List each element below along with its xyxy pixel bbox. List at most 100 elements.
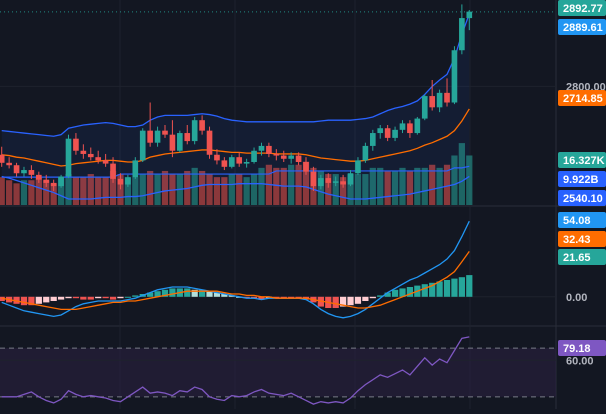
- macd-histogram-bar: [443, 280, 451, 297]
- volume-bar: [340, 177, 347, 205]
- candle-body: [228, 157, 235, 167]
- candle-body: [399, 123, 406, 130]
- macd-histogram-bar: [184, 288, 191, 297]
- macd-histogram-bar: [147, 292, 154, 297]
- macd-histogram-bar: [258, 296, 265, 300]
- candle-body: [36, 174, 42, 180]
- volume-bar: [109, 170, 117, 205]
- macd-histogram-bar: [280, 296, 287, 299]
- volume-bar: [221, 177, 228, 205]
- macd-histogram-bar: [391, 289, 399, 297]
- volume-bar: [13, 183, 20, 205]
- volume-bar: [198, 170, 206, 205]
- macd-histogram-bar: [124, 296, 131, 298]
- macd-histogram-bar: [87, 296, 94, 300]
- candle-body: [236, 157, 243, 164]
- macd-histogram-bar: [28, 296, 35, 306]
- volume-bar: [161, 170, 169, 205]
- last-price-badge: 2892.77: [563, 3, 603, 15]
- macd-signal-line: [1, 251, 470, 311]
- volume-bar: [6, 180, 13, 205]
- macd-badge: 54.08: [563, 215, 591, 227]
- macd-histogram-bar: [250, 296, 258, 299]
- volume-bar: [243, 177, 250, 205]
- volume-bar: [95, 177, 102, 205]
- candle-body: [50, 182, 57, 187]
- volume-ma-badge: 9.922B: [563, 174, 599, 186]
- volume-bar: [250, 174, 258, 205]
- candle-body: [258, 145, 265, 151]
- volume-bar: [117, 174, 124, 205]
- volume-bar: [436, 167, 443, 205]
- volume-bar: [466, 155, 473, 205]
- volume-bar: [213, 177, 221, 205]
- candle-body: [266, 145, 272, 154]
- bb-upper-badge: 2889.61: [563, 22, 603, 34]
- candle-body: [125, 177, 131, 185]
- bollinger-basis-line: [1, 108, 470, 167]
- macd-histogram-bar: [213, 292, 221, 297]
- macd-histogram-bar: [466, 275, 473, 297]
- volume-bar: [377, 167, 384, 205]
- macd-histogram-bar: [117, 296, 124, 299]
- candle-body: [325, 178, 332, 183]
- macd-histogram-bar: [154, 291, 161, 297]
- macd-histogram-bar: [72, 296, 80, 299]
- candle-body: [199, 120, 205, 131]
- candle-body: [95, 157, 102, 161]
- macd-histogram-bar: [421, 284, 428, 297]
- volume-bar: [228, 174, 235, 205]
- bollinger-upper-line: [1, 13, 470, 137]
- rsi-band-fill: [0, 348, 556, 397]
- macd-histogram-bar: [273, 296, 280, 299]
- candle-body: [147, 130, 153, 143]
- volume-bar: [258, 167, 265, 205]
- macd-histogram-bar: [377, 295, 384, 297]
- candle-body: [369, 133, 376, 146]
- volume-bar: [0, 177, 5, 205]
- candle-body: [340, 181, 346, 185]
- candle-body: [28, 170, 35, 175]
- volume-bar: [332, 174, 339, 205]
- candle-body: [21, 170, 27, 174]
- candle-body: [362, 145, 369, 161]
- histogram-badge: 21.65: [563, 252, 591, 264]
- candle-body: [243, 161, 250, 164]
- macd-histogram-bar: [221, 294, 228, 297]
- candle-body: [310, 171, 317, 187]
- macd-histogram-bar: [332, 296, 339, 308]
- macd-tick-label: 0.00: [566, 292, 587, 304]
- volume-bar: [87, 174, 94, 205]
- bb-lower-badge-bg: [558, 190, 606, 206]
- macd-histogram-bar: [198, 289, 206, 297]
- volume-bar: [391, 170, 399, 205]
- macd-histogram-bar: [429, 282, 436, 297]
- macd-histogram-bar: [406, 287, 414, 297]
- candle-body: [132, 160, 139, 178]
- candle-body: [347, 173, 354, 185]
- volume-bar: [206, 174, 213, 205]
- candle-body: [251, 150, 257, 162]
- macd-line: [1, 220, 470, 319]
- macd-histogram-bar: [288, 296, 295, 299]
- volume-bar: [28, 180, 35, 205]
- volume-bar: [302, 161, 310, 205]
- signal-badge: 32.43: [563, 234, 591, 246]
- rsi-badge: 79.18: [563, 343, 591, 355]
- histogram-badge-bg: [558, 249, 606, 265]
- candle-body: [451, 50, 458, 103]
- candle-body: [214, 154, 220, 161]
- volume-bar: [399, 167, 406, 205]
- candle-body: [13, 165, 20, 174]
- candle-body: [6, 162, 12, 166]
- candle-body: [154, 130, 161, 143]
- candle-body: [162, 130, 168, 135]
- macd-histogram-bar: [206, 291, 213, 297]
- macd-histogram-bar: [57, 296, 65, 300]
- volume-bar: [236, 174, 243, 205]
- candle-body: [392, 129, 398, 138]
- macd-histogram-bar: [317, 296, 324, 307]
- bollinger-lower-line: [1, 175, 470, 200]
